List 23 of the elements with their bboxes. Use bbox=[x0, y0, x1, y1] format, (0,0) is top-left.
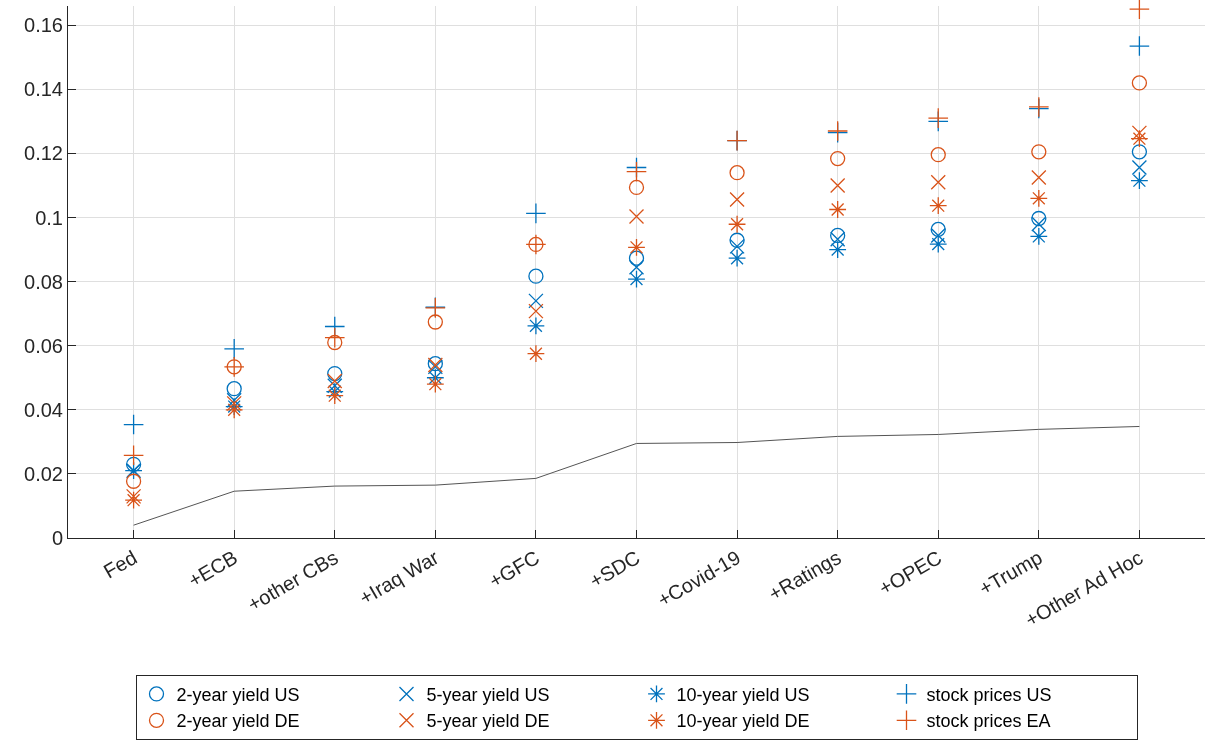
legend-label: 5-year yield DE bbox=[426, 711, 550, 732]
y-tick-label: 0.06 bbox=[24, 334, 63, 357]
x-tick-label: +Iraq War bbox=[355, 545, 443, 609]
y-tick-label: 0.08 bbox=[24, 270, 63, 293]
x-tick-label: +GFC bbox=[485, 546, 543, 593]
x-tick-label: Fed bbox=[99, 546, 141, 583]
legend-label: 10-year yield US bbox=[676, 684, 810, 705]
y-tick-label: 0 bbox=[51, 527, 63, 549]
y-tick-label: 0.04 bbox=[24, 398, 63, 421]
legend-label: stock prices US bbox=[926, 684, 1052, 705]
legend-label: 2-year yield US bbox=[176, 684, 300, 705]
y-tick-label: 0.16 bbox=[24, 14, 63, 37]
legend-label: 2-year yield DE bbox=[176, 711, 300, 732]
x-tick-label: +SDC bbox=[585, 546, 644, 593]
legend-label: 10-year yield DE bbox=[676, 711, 810, 732]
y-tick-label: 0.1 bbox=[35, 206, 63, 229]
x-tick-label: +other CBs bbox=[243, 546, 342, 616]
y-tick-label: 0.12 bbox=[24, 142, 63, 165]
y-tick-label: 0.14 bbox=[24, 78, 63, 101]
legend-label: stock prices EA bbox=[926, 711, 1051, 732]
y-tick-label: 0.02 bbox=[24, 462, 63, 485]
x-tick-label: +ECB bbox=[184, 546, 242, 592]
legend-label: 5-year yield US bbox=[426, 684, 550, 705]
